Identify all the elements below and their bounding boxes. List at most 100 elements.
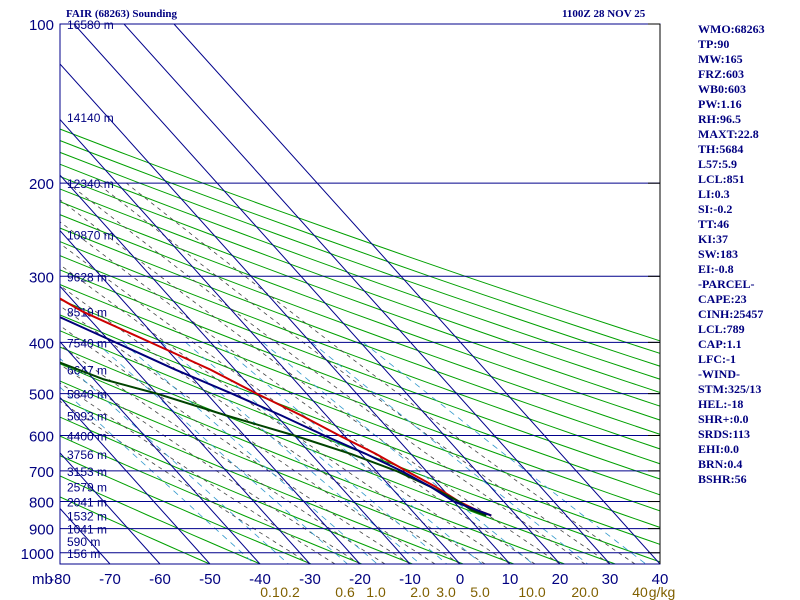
plot-frame	[59, 23, 661, 565]
index-item: STM:325/13	[698, 382, 762, 396]
moist-adiabat	[60, 221, 536, 564]
series-line-1	[60, 361, 487, 517]
dry-adiabat	[60, 188, 660, 407]
dry-adiabat	[60, 475, 261, 564]
temperature-tick-label: 30	[602, 571, 619, 588]
temperature-tick-label: 0	[456, 571, 464, 588]
mixing-ratio-label: 1.0	[366, 584, 386, 600]
dry-adiabat	[60, 128, 660, 342]
pressure-tick-label: 100	[29, 17, 54, 34]
height-label: 6647 m	[67, 363, 107, 377]
isotherm	[60, 452, 161, 564]
mixing-ratio-label: 3.0	[436, 584, 456, 600]
dry-adiabat	[60, 299, 660, 528]
mixing-ratio-label: 0.1	[260, 584, 280, 600]
isotherm	[60, 229, 361, 564]
dry-adiabat	[60, 284, 660, 512]
isotherm	[73, 24, 561, 564]
moist-adiabat	[60, 199, 561, 564]
mixing-ratio-line	[95, 342, 348, 564]
chart-title: FAIR (68263) Sounding	[66, 8, 178, 20]
mixing-ratio-line	[217, 342, 483, 564]
moist-adiabat	[60, 344, 386, 564]
mixing-ratio-label: 0.2	[280, 584, 300, 600]
series-line-0	[60, 297, 492, 517]
mixing-ratio-label: 0.6	[335, 584, 355, 600]
pressure-tick-label: 500	[29, 387, 54, 404]
moist-adiabat	[60, 264, 486, 564]
dry-adiabat	[60, 330, 660, 563]
dry-adiabat	[60, 214, 660, 435]
mixing-ratio-line	[60, 386, 255, 564]
mixing-ratio-line	[60, 357, 289, 564]
dry-adiabat	[60, 435, 362, 564]
index-item: SRDS:113	[698, 427, 751, 441]
moist-adiabat	[60, 400, 311, 564]
dry-adiabat	[60, 363, 565, 564]
mixing-ratio-label: 20.0	[571, 584, 598, 600]
moist-adiabat	[126, 182, 636, 564]
pressure-tick-label: 300	[29, 269, 54, 286]
pressure-unit-label: mb	[32, 571, 53, 588]
index-item: LI:0.3	[698, 187, 730, 201]
index-item: CINH:25457	[698, 307, 764, 321]
isotherms	[60, 24, 660, 564]
index-item: -WIND-	[698, 367, 740, 381]
temperature-tick-label: -80	[49, 571, 71, 588]
index-item: LFC:-1	[698, 352, 736, 366]
index-item: CAPE:23	[698, 292, 747, 306]
dry-adiabats	[60, 128, 660, 564]
height-label: 16580 m	[67, 18, 114, 32]
index-item: FRZ:603	[698, 67, 744, 81]
mixing-ratio-line	[311, 342, 588, 564]
mixing-ratio-label: g/kg	[649, 584, 675, 600]
height-label: 5840 m	[67, 388, 107, 402]
index-item: MAXT:22.8	[698, 127, 759, 141]
temperature-tick-label: -30	[299, 571, 321, 588]
isotherm	[173, 24, 660, 564]
isotherm	[60, 63, 511, 564]
dry-adiabat	[60, 163, 660, 380]
isotherm	[60, 285, 311, 564]
temperature-tick-label: -10	[399, 571, 421, 588]
isotherm	[60, 396, 211, 564]
height-label: 1041 m	[67, 523, 107, 537]
height-label: 3153 m	[67, 465, 107, 479]
index-item: WMO:68263	[698, 22, 765, 36]
index-item: WB0:603	[698, 82, 746, 96]
index-item: BRN:0.4	[698, 457, 743, 471]
moist-adiabat	[60, 243, 511, 564]
pressure-tick-label: 200	[29, 176, 54, 193]
dry-adiabat	[60, 151, 660, 367]
pressure-tick-label: 900	[29, 522, 54, 539]
index-item: -PARCEL-	[698, 277, 755, 291]
index-item: L57:5.9	[698, 157, 737, 171]
dry-adiabat	[60, 346, 616, 564]
indices-panel: WMO:68263 TP:90 MW:165 FRZ:603 WB0:603 PW:1.1…	[698, 22, 798, 487]
mixing-ratio-line	[122, 342, 378, 564]
dry-adiabat	[60, 201, 660, 421]
index-item: SHR+:0.0	[698, 412, 749, 426]
height-label: 1532 m	[67, 509, 107, 523]
temperature-tick-label: -50	[199, 571, 221, 588]
mixing-ratio-lines	[60, 342, 647, 564]
moist-adiabat	[60, 382, 336, 564]
index-item: CAP:1.1	[698, 337, 742, 351]
height-label: 14140 m	[67, 111, 114, 125]
mixing-ratio-line	[161, 342, 421, 564]
height-label: 5093 m	[67, 410, 107, 424]
dry-adiabat	[60, 314, 660, 545]
temperature-tick-label: -20	[349, 571, 371, 588]
isotherm	[60, 341, 261, 564]
isotherm	[60, 563, 61, 564]
height-label: 590 m	[67, 535, 100, 549]
series-line-2	[60, 316, 492, 517]
index-item: MW:165	[698, 52, 743, 66]
pressure-tick-label: 700	[29, 464, 54, 481]
mixing-ratio-label: 10.0	[518, 584, 545, 600]
temperature-tick-label: 10	[502, 571, 519, 588]
dry-adiabat	[60, 227, 660, 450]
index-item: TP:90	[698, 37, 730, 51]
temperature-tick-label: 40	[652, 571, 669, 588]
